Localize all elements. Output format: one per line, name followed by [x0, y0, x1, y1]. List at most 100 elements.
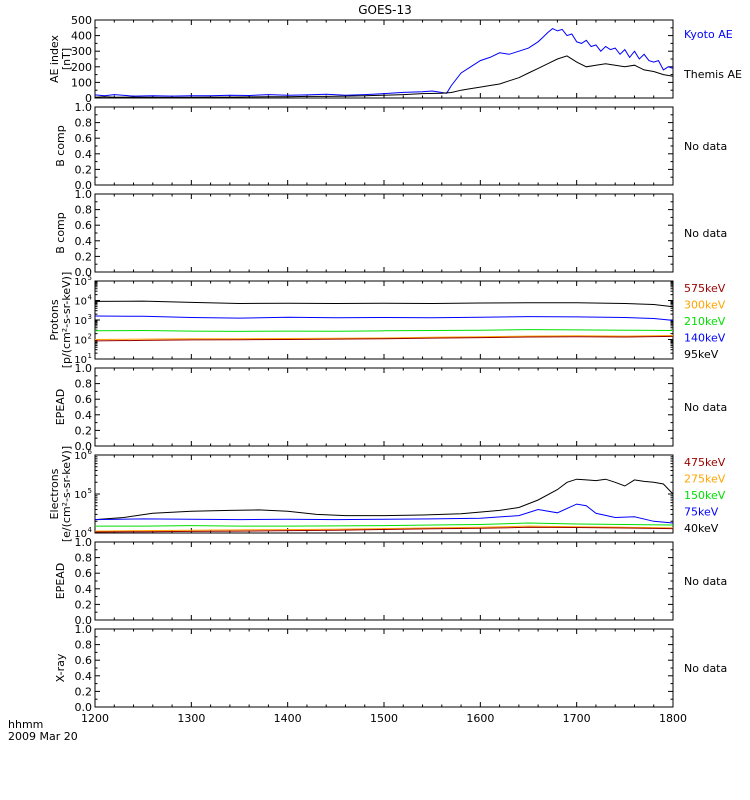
x-axis-unit-label: hhmm [8, 718, 43, 731]
xray-y-axis-label: X-ray [54, 653, 67, 682]
bcomp1-y-tick-label: 0.0 [75, 179, 93, 192]
electrons-legend-150kev: 150keV [684, 489, 726, 502]
protons-legend-210kev: 210keV [684, 315, 726, 328]
ae-y-axis-label: [nT] [60, 48, 73, 70]
bcomp2-y-tick-label: 0.0 [75, 266, 93, 279]
panel-epead1: 0.0 0.2 0.4 0.6 0.8 1.0 EPEAD No data [54, 362, 727, 453]
electrons-series-75kev [94, 503, 674, 524]
xray-y-tick-label: 0.6 [75, 654, 93, 667]
protons-series-575kev [94, 335, 674, 342]
epead1-y-tick-label: 0.8 [75, 378, 93, 391]
electrons-y-tick-exp: 5 [88, 487, 92, 495]
bcomp2-y-tick-label: 0.6 [75, 219, 93, 232]
epead2-y-axis-label: EPEAD [54, 563, 67, 600]
protons-legend-140kev: 140keV [684, 332, 726, 345]
electrons-y-tick-label: 10 [74, 490, 87, 501]
epead2-y-tick-label: 1.0 [75, 536, 93, 549]
electrons-series-40kev [94, 478, 674, 521]
xray-y-tick-label: 0.4 [75, 670, 93, 683]
protons-y-tick-exp: 3 [88, 313, 92, 321]
electrons-series-475kev [94, 526, 674, 533]
epead2-no-data-label: No data [684, 575, 727, 588]
x-axis-date-label: 2009 Mar 20 [8, 730, 78, 743]
electrons-y-tick-exp: 6 [88, 448, 93, 456]
x-tick-label: 1400 [274, 712, 302, 725]
epead1-y-tick-label: 0.6 [75, 393, 93, 406]
x-tick-label: 1300 [177, 712, 205, 725]
xray-y-tick-label: 0.0 [75, 701, 93, 714]
bcomp1-y-tick-label: 0.8 [75, 117, 93, 130]
epead2-y-tick-label: 0.6 [75, 567, 93, 580]
epead1-no-data-label: No data [684, 401, 727, 414]
x-tick-label: 1200 [81, 712, 109, 725]
x-tick-label: 1700 [563, 712, 591, 725]
ae-y-tick-label: 0 [85, 92, 92, 105]
electrons-legend-275kev: 275keV [684, 473, 726, 486]
bcomp2-y-tick-label: 0.2 [75, 250, 93, 263]
protons-legend-300kev: 300keV [684, 299, 726, 312]
panels-group: 0 100 200 300 400 500 AE index [nT] Kyoto AE Them… [48, 14, 742, 725]
protons-y-tick-label: 10 [74, 277, 87, 288]
electrons-series-150kev [95, 522, 674, 527]
bcomp2-y-tick-label: 1.0 [75, 188, 93, 201]
electrons-legend-475kev: 475keV [684, 456, 726, 469]
ae-legend-kyoto-ae: Kyoto AE [684, 28, 733, 41]
protons-y-tick-label: 10 [74, 316, 87, 327]
protons-y-tick-label: 10 [74, 336, 87, 347]
protons-y-tick-label: 10 [74, 355, 87, 366]
xray-y-tick-label: 0.2 [75, 685, 93, 698]
panel-epead2: 0.0 0.2 0.4 0.6 0.8 1.0 EPEAD No data [54, 536, 727, 627]
epead2-y-tick-label: 0.4 [75, 583, 93, 596]
bcomp1-y-tick-label: 0.2 [75, 163, 93, 176]
protons-series-95kev [94, 300, 674, 308]
ae-y-tick-label: 500 [71, 14, 92, 27]
epead1-y-tick-label: 0.4 [75, 409, 93, 422]
ae-series-themis-ae [94, 55, 674, 98]
electrons-y-axis-label: Electrons [48, 468, 61, 519]
protons-y-axis-label: [p/(cm²-s-sr-keV)] [60, 272, 73, 369]
bcomp1-y-tick-label: 0.4 [75, 148, 93, 161]
panel-bcomp2: 0.0 0.2 0.4 0.6 0.8 1.0 B comp No data [54, 188, 727, 279]
x-tick-label: 1800 [659, 712, 687, 725]
bcomp2-y-tick-label: 0.8 [75, 204, 93, 217]
protons-y-tick-exp: 1 [88, 352, 92, 360]
epead1-y-tick-label: 0.2 [75, 424, 93, 437]
epead1-y-axis-label: EPEAD [54, 389, 67, 426]
electrons-y-tick-label: 10 [74, 529, 87, 540]
panel-ae: 0 100 200 300 400 500 AE index [nT] Kyoto AE Them… [48, 14, 742, 105]
figure-title: GOES-13 [358, 3, 412, 17]
protons-legend-95kev: 95keV [684, 348, 719, 361]
epead1-y-tick-label: 0.0 [75, 440, 93, 453]
ae-y-tick-label: 400 [71, 30, 92, 43]
electrons-y-tick-label: 10 [74, 451, 87, 462]
bcomp1-y-tick-label: 1.0 [75, 101, 93, 114]
ae-legend-themis-ae: Themis AE [683, 68, 742, 81]
bcomp1-y-tick-label: 0.6 [75, 132, 93, 145]
ae-y-tick-label: 300 [71, 45, 92, 58]
protons-y-tick-exp: 2 [88, 333, 92, 341]
xray-y-tick-label: 0.8 [75, 639, 93, 652]
protons-series-140kev [94, 315, 674, 321]
protons-y-tick-exp: 5 [88, 274, 92, 282]
epead2-y-tick-label: 0.2 [75, 598, 93, 611]
ae-y-axis-label: AE index [48, 34, 61, 83]
bcomp1-no-data-label: No data [684, 140, 727, 153]
bcomp2-no-data-label: No data [684, 227, 727, 240]
epead1-y-tick-label: 1.0 [75, 362, 93, 375]
electrons-series-275kev [94, 525, 674, 532]
panel-xray: 0.0 0.2 0.4 0.6 0.8 1.0 X-ray No data [54, 623, 727, 714]
electrons-legend-40kev: 40keV [684, 522, 719, 535]
bcomp2-y-tick-label: 0.4 [75, 235, 93, 248]
bcomp1-y-axis-label: B comp [54, 125, 67, 167]
protons-y-tick-exp: 4 [88, 294, 93, 302]
protons-series-210kev [94, 329, 674, 332]
epead2-y-tick-label: 0.0 [75, 614, 93, 627]
protons-y-axis-label: Protons [48, 299, 61, 340]
x-tick-label: 1600 [466, 712, 494, 725]
protons-y-tick-label: 10 [74, 297, 87, 308]
panel-bcomp1: 0.0 0.2 0.4 0.6 0.8 1.0 B comp No data [54, 101, 727, 192]
xray-y-tick-label: 1.0 [75, 623, 93, 636]
